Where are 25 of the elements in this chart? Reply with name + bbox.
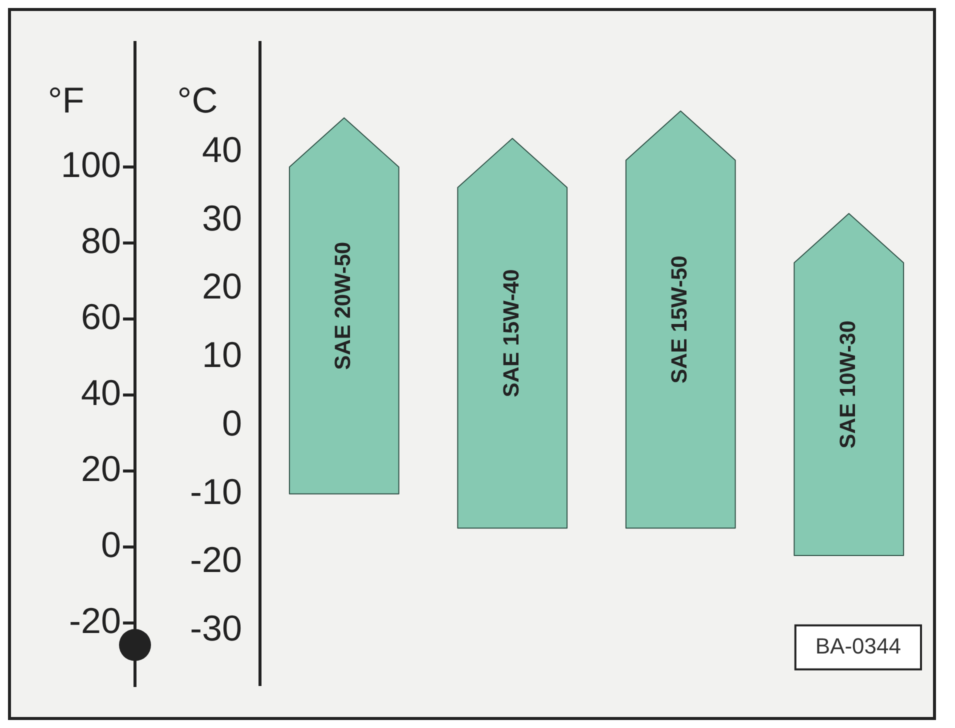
bar	[288, 117, 400, 494]
y-tick-label: -20	[190, 539, 242, 580]
y2-tick-label: 20	[80, 448, 121, 490]
y-tick-label: 30	[202, 197, 242, 238]
y2-axis-title: °F	[48, 80, 84, 121]
x-tick-label: SAE 20W-50	[330, 242, 356, 370]
y-axis-title: °C	[177, 80, 218, 121]
y-tick-label: -10	[190, 470, 242, 512]
bar	[625, 110, 736, 529]
y2-tick-label: 40	[80, 372, 121, 414]
annotation: BA-0344	[815, 633, 902, 658]
x-tick-label: SAE 10W-30	[834, 320, 860, 448]
y-tick-label: 40	[202, 128, 242, 170]
bar	[457, 138, 568, 529]
y2-tick-label: -20	[68, 600, 121, 642]
y-tick-label: 0	[222, 402, 242, 444]
y2-tick-label: 100	[60, 144, 121, 186]
y2-tick-label: 0	[100, 524, 121, 566]
x-tick-label: SAE 15W-40	[498, 269, 524, 398]
y2-tick-label: 60	[80, 296, 121, 338]
y2-tick-label: 80	[80, 220, 121, 262]
y-tick-label: 20	[202, 266, 242, 307]
y-tick-label: 10	[202, 334, 242, 376]
x-tick-label: SAE 15W-50	[666, 256, 692, 384]
y-tick-label: -30	[190, 608, 242, 649]
